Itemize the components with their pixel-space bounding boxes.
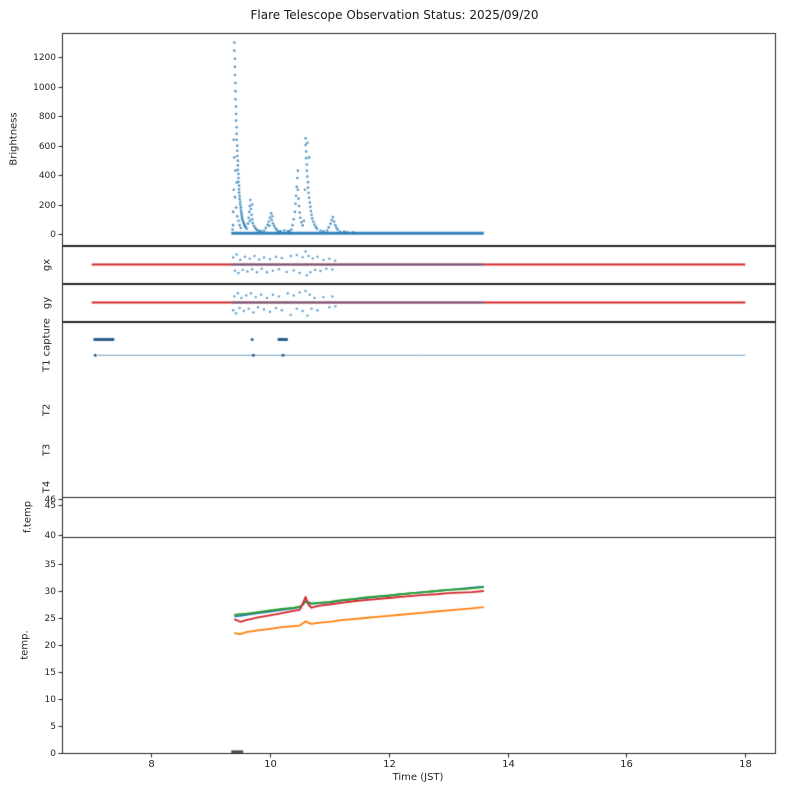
chart-title: Flare Telescope Observation Status: 2025… [250,8,539,22]
x-axis-label: Time (JST) [392,772,444,783]
